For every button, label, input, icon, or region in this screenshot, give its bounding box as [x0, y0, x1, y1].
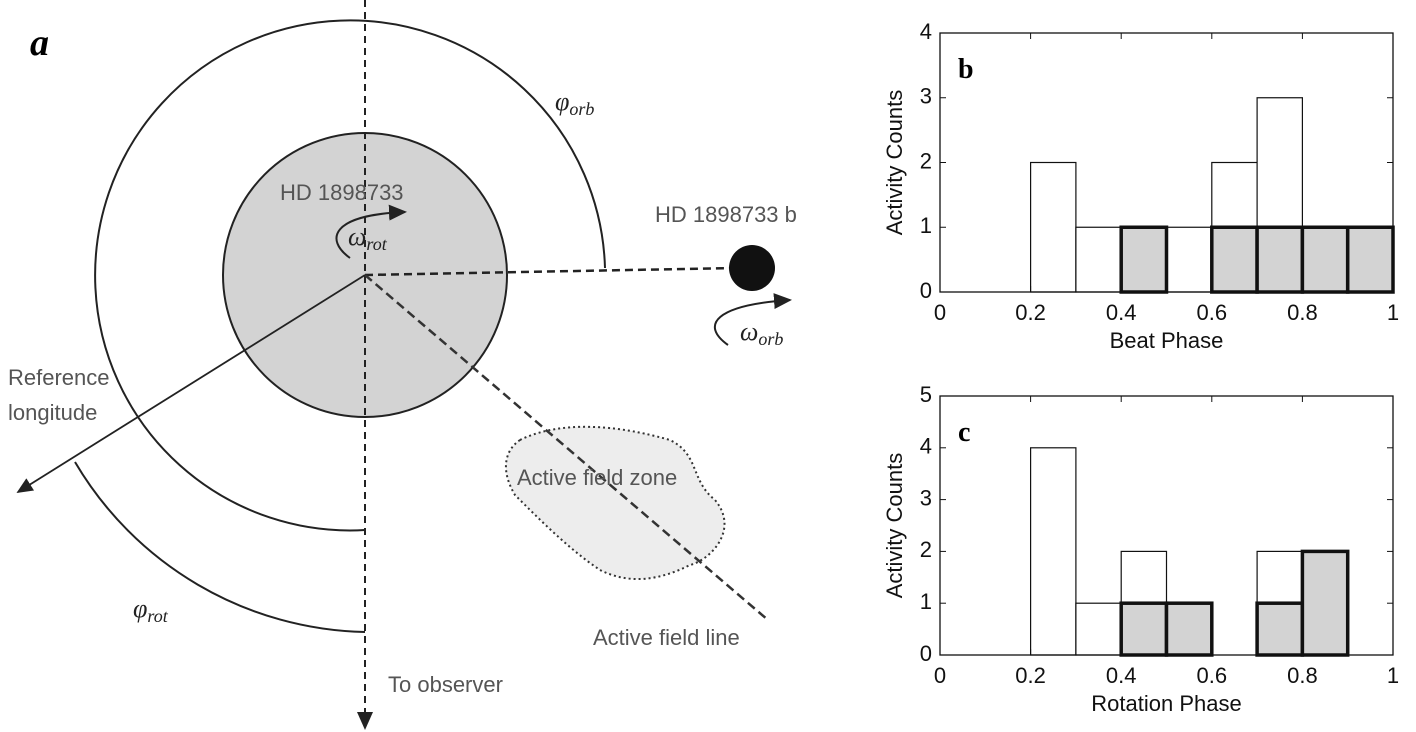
bar [1119, 225, 1169, 294]
y-tick-label: 0 [920, 641, 932, 666]
bar [1300, 225, 1350, 294]
y-tick-label: 5 [920, 382, 932, 407]
bar [1255, 601, 1305, 657]
reference-label: Reference [8, 365, 110, 390]
rotation-arc [74, 461, 366, 633]
axes-frame [939, 395, 1394, 656]
rot-arrow [335, 204, 407, 259]
bar [1164, 601, 1214, 657]
symbol: φ [133, 594, 147, 623]
planet-label: HD 1898733 b [655, 202, 797, 227]
field-line-label: Active field line [593, 625, 740, 650]
x-tick-label: 1 [1387, 300, 1399, 325]
reference-label: longitude [8, 400, 97, 425]
chart: 0 0.2 0.4 0.6 0.8 1 0 1 2 3 4 5 Rotation Phase Activi… [882, 382, 1399, 716]
x-tick-label: 1 [1387, 663, 1399, 688]
omega-rot: ωrot [348, 222, 388, 254]
star-label: HD 1898733 [280, 180, 404, 205]
subscript: orb [569, 99, 594, 119]
bar [1075, 226, 1122, 293]
zone-label: Active field zone [517, 465, 677, 490]
observer-label: To observer [388, 672, 503, 697]
x-tick-label: 0.8 [1287, 663, 1318, 688]
x-tick-label: 0 [934, 663, 946, 688]
y-tick-label: 3 [920, 84, 932, 109]
bar [1029, 447, 1077, 656]
orbit-arc [94, 19, 606, 532]
y-tick-label: 1 [920, 213, 932, 238]
omega-orb: ωorb [740, 317, 783, 349]
x-tick-label: 0.4 [1106, 663, 1137, 688]
field-line [364, 274, 769, 621]
x-tick-label: 0.2 [1015, 663, 1046, 688]
bar [1210, 225, 1259, 294]
bar [1255, 225, 1305, 294]
x-axis-label: Rotation Phase [1091, 691, 1241, 716]
chart: 0 0.2 0.4 0.6 0.8 1 0 1 2 3 4 Beat Phase Activity Co… [882, 19, 1399, 353]
x-tick-label: 0.4 [1106, 300, 1137, 325]
planet-line [364, 266, 736, 277]
y-tick-label: 2 [920, 148, 932, 173]
y-tick-label: 1 [920, 589, 932, 614]
subscript: rot [147, 606, 168, 626]
y-tick-label: 3 [920, 485, 932, 510]
orb-arrow [713, 293, 792, 346]
x-tick-label: 0 [934, 300, 946, 325]
bar [1300, 549, 1350, 657]
x-tick-label: 0.2 [1015, 300, 1046, 325]
bar [1345, 225, 1395, 294]
panel-label: b [958, 54, 974, 85]
symbol: ω [740, 317, 758, 346]
bar [1165, 226, 1213, 293]
bar [1119, 601, 1169, 657]
active-zone [504, 425, 726, 581]
planet [729, 245, 775, 291]
y-tick-label: 4 [920, 19, 932, 44]
phi-orb: φorb [555, 87, 594, 119]
symbol: φ [555, 87, 569, 116]
x-tick-label: 0.6 [1197, 663, 1228, 688]
subscript: rot [366, 234, 387, 254]
bar [1029, 161, 1077, 293]
symbol: ω [348, 222, 366, 251]
x-tick-label: 0.8 [1287, 300, 1318, 325]
phi-rot: φrot [133, 594, 169, 626]
bar [1075, 602, 1122, 656]
subscript: orb [758, 329, 783, 349]
y-tick-label: 0 [920, 278, 932, 303]
y-axis-label: Activity Counts [882, 90, 907, 236]
diagram: a HD 1898733 HD 1898733 b Reference long… [8, 0, 797, 730]
panel-label: a [30, 22, 49, 64]
x-tick-label: 0.6 [1197, 300, 1228, 325]
x-axis-label: Beat Phase [1110, 328, 1224, 353]
y-tick-label: 4 [920, 434, 932, 459]
y-tick-label: 2 [920, 537, 932, 562]
panel-label: c [958, 417, 970, 448]
reference-line [16, 274, 366, 493]
y-axis-label: Activity Counts [882, 453, 907, 599]
